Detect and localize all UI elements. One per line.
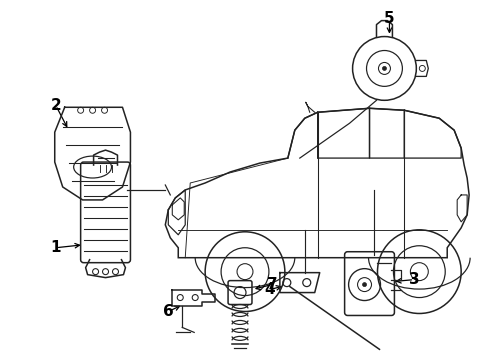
Text: 3: 3 [409, 272, 419, 287]
Text: 6: 6 [163, 304, 173, 319]
Text: 1: 1 [50, 240, 61, 255]
Text: 4: 4 [265, 282, 275, 297]
Text: 5: 5 [384, 11, 395, 26]
Text: 2: 2 [50, 98, 61, 113]
Circle shape [383, 67, 387, 71]
Circle shape [363, 283, 367, 287]
Text: 7: 7 [267, 277, 277, 292]
